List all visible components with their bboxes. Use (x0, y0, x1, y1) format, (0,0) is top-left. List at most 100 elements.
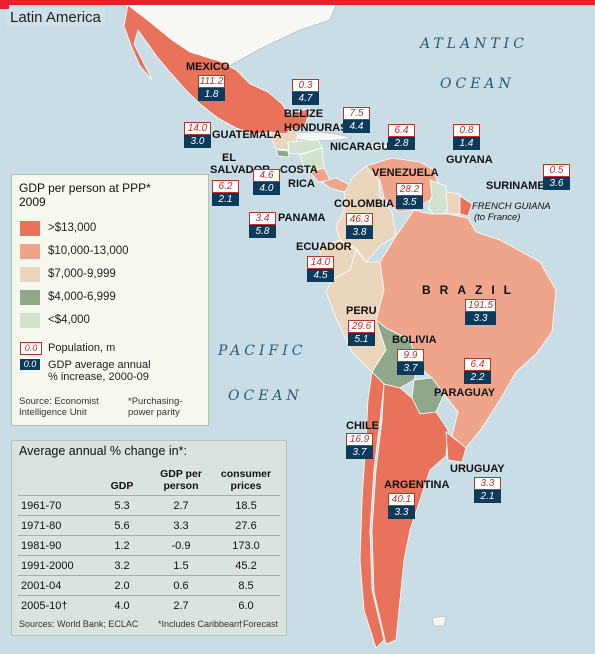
guatemala-badge: 14.0 3.0 (184, 122, 211, 148)
population-value: 14.0 (307, 256, 334, 269)
population-value: 3.4 (249, 212, 276, 225)
gdp-growth-value: 1.8 (198, 88, 225, 101)
legend-label-5: <$4,000 (48, 314, 90, 326)
population-value: 6.4 (464, 358, 491, 371)
costa-rica-label-1: COSTA (280, 164, 318, 176)
gdp-cell: 2.0 (94, 575, 150, 596)
gdp-growth-value: 3.6 (543, 177, 570, 190)
venezuela-label: VENEZUELA (372, 167, 439, 179)
table-source: Sources: World Bank; ECLAC (19, 619, 139, 629)
honduras-label: HONDURAS (284, 122, 348, 134)
gdp-cell: 3.2 (94, 555, 150, 576)
gdp-cell: 4.0 (94, 595, 150, 615)
french-guiana-note: (to France) (474, 212, 521, 223)
brazil-badge: 191.5 3.3 (465, 299, 496, 325)
gdp-per-person-cell: 1.5 (150, 555, 212, 576)
legend-source-line-2: Intelligence Unit (19, 407, 87, 418)
legend-gdp-key: 0.0 (20, 359, 40, 370)
panama-label: PANAMA (278, 212, 326, 224)
guatemala-label: GUATEMALA (212, 129, 282, 141)
gdp-per-person-cell: 0.6 (150, 575, 212, 596)
mexico-label: MEXICO (186, 61, 230, 73)
population-value: 191.5 (465, 299, 496, 312)
population-value: 28.2 (396, 183, 423, 196)
consumer-prices-cell: 18.5 (212, 495, 280, 516)
table-row: 2001-04 2.0 0.6 8.5 (18, 575, 280, 596)
legend-title-year: 2009 (19, 195, 46, 209)
period-cell: 1971-80 (18, 515, 94, 536)
consumer-prices-cell: 45.2 (212, 555, 280, 576)
legend-swatch-5 (20, 313, 40, 328)
population-value: 16.9 (346, 433, 373, 446)
el-salvador-region (275, 149, 290, 158)
gdp-cell: 1.2 (94, 535, 150, 556)
legend-swatch-1 (20, 221, 40, 236)
costa-rica-label-2: RICA (288, 178, 315, 190)
brazil-label: BRAZIL (422, 283, 520, 297)
ecuador-badge: 14.0 4.5 (307, 256, 334, 282)
header-period (18, 468, 94, 496)
chile-label: CHILE (346, 420, 379, 432)
accent-bar (0, 0, 595, 5)
belize-badge: 0.3 4.7 (292, 79, 319, 105)
gdp-growth-value: 1.4 (453, 137, 480, 150)
legend-source-line-1: Source: Economist (19, 396, 99, 407)
pacific-label: PACIFIC (218, 343, 307, 359)
nicaragua-badge: 6.4 2.8 (388, 124, 415, 150)
table-row: 1981-90 1.2 -0.9 173.0 (18, 535, 280, 556)
legend-label-4: $4,000-6,999 (48, 291, 116, 303)
table-footnote-forecast: †Forecast (238, 619, 279, 629)
growth-table: GDP GDP per person consumer prices 1961-… (18, 468, 280, 615)
header-gdp: GDP (110, 480, 134, 492)
paraguay-badge: 6.4 2.2 (464, 358, 491, 384)
gdp-growth-value: 3.8 (346, 226, 373, 239)
gdp-per-person-cell: 2.7 (150, 495, 212, 516)
suriname-label: SURINAME (486, 180, 545, 192)
population-value: 14.0 (184, 122, 211, 135)
gdp-cell: 5.6 (94, 515, 150, 536)
table-title: Average annual % change in*: (19, 444, 187, 458)
population-value: 3.3 (474, 477, 501, 490)
population-value: 7.5 (343, 107, 370, 120)
atlantic-ocean-label: OCEAN (440, 76, 515, 92)
mexico-region (123, 4, 311, 135)
atlantic-label: ATLANTIC (420, 36, 528, 52)
population-value: 29.6 (348, 320, 375, 333)
legend-source: Source: Economist Intelligence Unit (19, 396, 99, 418)
gdp-growth-value: 4.4 (343, 120, 370, 133)
legend-population-key: 0.0 (20, 342, 42, 355)
population-value: 40.1 (388, 493, 415, 506)
belize-label: BELIZE (284, 108, 324, 120)
costa-rica-badge: 4.6 4.0 (253, 169, 280, 195)
consumer-prices-cell: 27.6 (212, 515, 280, 536)
gdp-per-person-cell: -0.9 (150, 535, 212, 556)
period-cell: 1961-70 (18, 495, 94, 516)
gdp-per-person-cell: 3.3 (150, 515, 212, 536)
gdp-cell: 5.3 (94, 495, 150, 516)
el-salvador-badge: 6.2 2.1 (212, 180, 239, 206)
legend-label-3: $7,000-9,999 (48, 268, 116, 280)
gdp-growth-value: 4.7 (292, 92, 319, 105)
legend-swatch-2 (20, 244, 40, 259)
consumer-prices-cell: 173.0 (212, 535, 280, 556)
legend-label-1: >$13,000 (48, 222, 97, 234)
guyana-badge: 0.8 1.4 (453, 124, 480, 150)
uruguay-label: URUGUAY (450, 463, 505, 475)
gdp-growth-value: 3.3 (388, 506, 415, 519)
pacific-ocean-label: OCEAN (228, 388, 303, 404)
peru-badge: 29.6 5.1 (348, 320, 375, 346)
table-row: 2005-10† 4.0 2.7 6.0 (18, 595, 280, 615)
gdp-growth-value: 3.3 (465, 312, 496, 325)
panama-badge: 3.4 5.8 (249, 212, 276, 238)
legend-footnote-line-2: power parity (128, 407, 180, 418)
population-value: 0.8 (453, 124, 480, 137)
honduras-region (287, 139, 323, 155)
table-row: 1961-70 5.3 2.7 18.5 (18, 495, 280, 516)
gdp-growth-value: 2.1 (212, 193, 239, 206)
nicaragua-label: NICARAGUA (330, 141, 398, 153)
paraguay-label: PARAGUAY (434, 387, 496, 399)
colombia-label: COLOMBIA (334, 198, 394, 210)
gdp-growth-value: 2.1 (474, 490, 501, 503)
uruguay-region (445, 431, 467, 463)
